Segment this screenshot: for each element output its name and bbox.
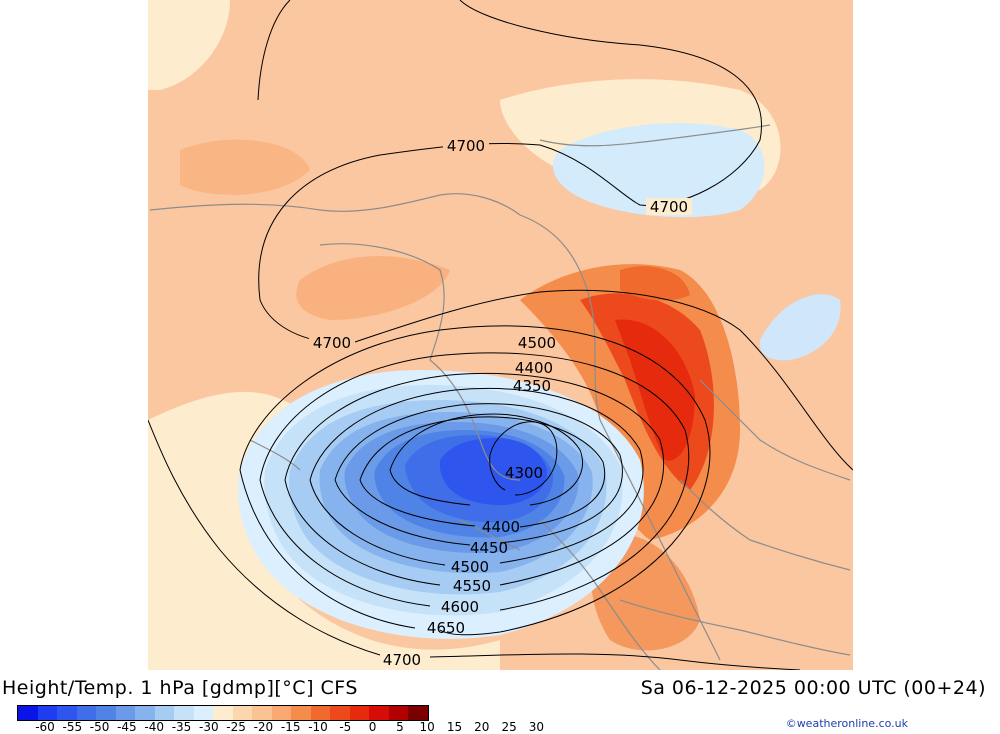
contour-label: 4700 [650,198,688,216]
colorbar-tick-label: 10 [419,720,435,734]
colorbar-tick-label: 15 [446,720,463,734]
colorbar-swatch [57,706,77,720]
colorbar-tick-label: -55 [62,720,83,734]
contour-label: 4500 [451,558,489,576]
colorbar-swatch [174,706,194,720]
colorbar-swatch [135,706,155,720]
valid-time: Sa 06-12-2025 00:00 UTC (00+24) [640,677,986,699]
colorbar-tick-label: 25 [501,720,517,734]
colorbar-tick-label: 20 [474,720,490,734]
colorbar-tick-label: -25 [226,720,246,734]
colorbar-tick-label: -40 [144,720,164,734]
map-title: Height/Temp. 1 hPa [gdmp][°C] CFS [2,677,358,699]
colorbar-swatch [193,706,213,720]
colorbar-tick-label: 5 [396,720,404,734]
contour-labels: 4700 4700 4700 4500 4400 4350 4300 4400 … [309,137,692,669]
colorbar-swatch [154,706,174,720]
colorbar-tick-label: -30 [198,720,219,734]
colorbar-tick-label: -10 [308,720,328,734]
colorbar-swatch [37,706,57,720]
colorbar-swatch [291,706,311,720]
colorbar-tick-label: 30 [528,720,545,734]
height-contours [148,0,853,670]
colorbar-swatch [232,706,252,720]
colorbar-swatch [252,706,272,720]
contour-label: 4650 [427,619,465,637]
contour-label: 4700 [447,137,485,155]
temperature-map: 4700 4700 4700 4500 4400 4350 4300 4400 … [148,0,853,670]
contour-label: 4500 [518,334,556,352]
contour-label: 4450 [470,539,508,557]
colorbar-swatch [96,706,116,720]
contour-label: 4400 [482,518,520,536]
contour-label: 4700 [383,651,421,669]
colorbar-swatch [76,706,96,720]
colorbar-tick-label: -60 [35,720,55,734]
colorbar-swatch [408,706,428,720]
colorbar-swatch [388,706,408,720]
colorbar [17,705,429,721]
colorbar-swatch [369,706,389,720]
credit-link[interactable]: ©weatheronline.co.uk [785,717,908,730]
colorbar-swatch [18,706,38,720]
colorbar-tick-label: -45 [117,720,137,734]
colorbar-tick-label: -20 [253,720,274,734]
contour-label: 4600 [441,598,479,616]
colorbar-ticks: -60 -55 -50 -45 -40 -35 -30 -25 -20 -15 -10 -5 0 5 10 1… [17,720,577,734]
colorbar-swatch [271,706,291,720]
contour-label: 4350 [513,377,551,395]
colorbar-swatch [213,706,233,720]
colorbar-tick-label: -5 [339,720,352,734]
temperature-fill [148,0,853,670]
contour-label: 4700 [313,334,351,352]
colorbar-tick-label: -35 [171,720,192,734]
contour-label: 4550 [453,577,491,595]
colorbar-tick-label: -15 [280,720,301,734]
contour-label: 4300 [505,464,543,482]
colorbar-swatch [115,706,135,720]
coastlines [149,124,851,670]
colorbar-tick-label: 0 [368,720,377,734]
contour-label: 4400 [515,359,553,377]
colorbar-swatch [310,706,330,720]
colorbar-swatch [349,706,369,720]
colorbar-swatch [330,706,350,720]
colorbar-tick-label: -50 [89,720,110,734]
